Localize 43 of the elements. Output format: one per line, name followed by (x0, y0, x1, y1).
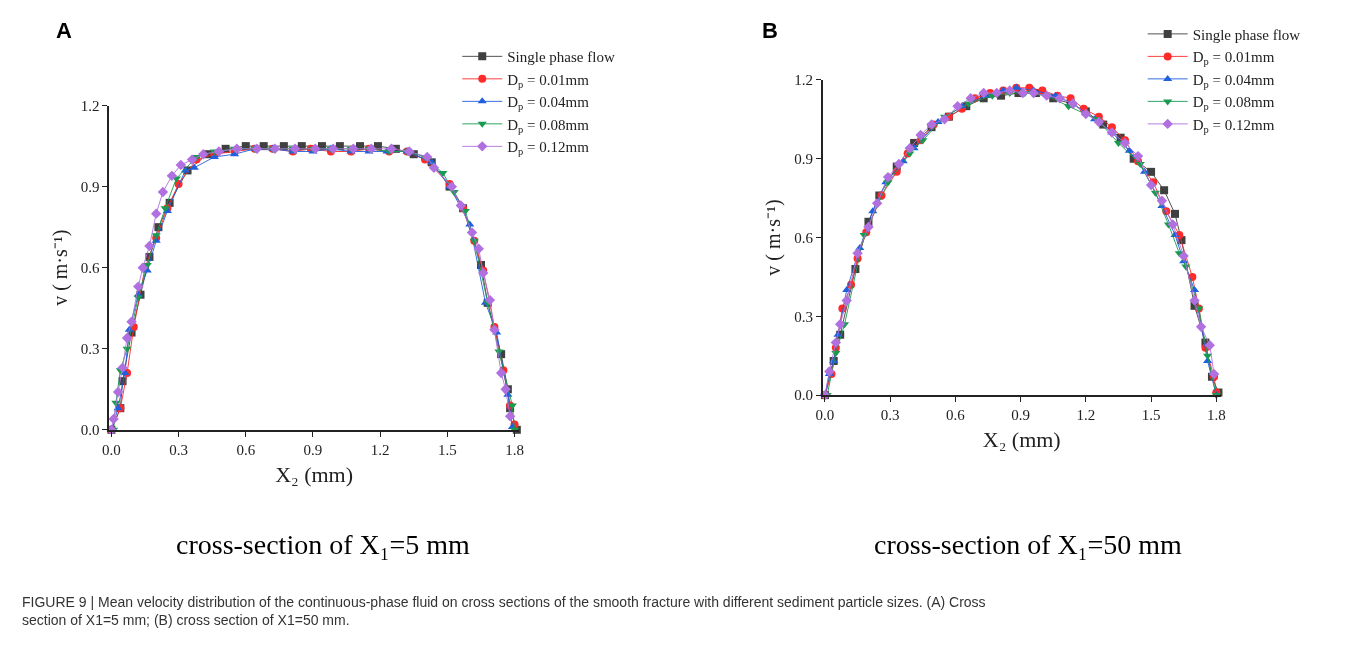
x-tick-label: 1.5 (438, 441, 457, 458)
chart-title: B (762, 18, 778, 43)
legend-label: Single phase flow (1192, 26, 1301, 43)
y-tick-label: 0.0 (794, 387, 814, 404)
y-tick-label: 0.9 (794, 150, 814, 167)
x-axis-title: X₂ (mm) (982, 427, 1061, 453)
legend-label: D$_{p}$ = 0.04mm (1192, 71, 1275, 90)
x-tick-label: 0.6 (946, 406, 966, 423)
y-tick-label: 0.9 (80, 178, 100, 195)
legend-label: D$_{p}$ = 0.01mm (507, 71, 590, 90)
x-tick-label: 1.2 (370, 441, 390, 458)
y-tick-label: 0.6 (794, 229, 814, 246)
y-axis-title: v ( m·s⁻¹) (48, 229, 72, 306)
x-tick-label: 0.0 (102, 441, 121, 458)
legend-label: D$_{p}$ = 0.12mm (1192, 116, 1275, 135)
y-tick-label: 0.0 (80, 422, 100, 439)
y-tick-label: 0.6 (80, 259, 100, 276)
y-tick-label: 1.2 (80, 97, 100, 114)
caption: FIGURE 9 | Mean velocity distribution of the continuous-phase fluid on cross sections of the smooth fracture with different sediment particle sizes. (A) Cross section of X1=5 mm; (B) cross section of X1=50 mm. (22, 594, 986, 629)
legend-label: Single phase flow (507, 49, 615, 66)
legend-label: D$_{p}$ = 0.08mm (507, 116, 590, 135)
y-tick-label: 0.3 (80, 340, 100, 357)
x-tick-label: 1.8 (505, 441, 524, 458)
chart-title: A (56, 18, 72, 43)
text: cross-section of X₁=50 mm (874, 529, 1183, 560)
text: cross-section of X₁=5 mm (176, 529, 471, 560)
y-tick-label: 0.3 (794, 308, 814, 325)
x-tick-label: 1.5 (1141, 406, 1161, 423)
x-tick-label: 0.3 (880, 406, 900, 423)
x-axis-title: X₂ (mm) (275, 461, 354, 487)
y-axis-title: v ( m·s⁻¹) (762, 199, 786, 276)
legend-label: D$_{p}$ = 0.01mm (1192, 49, 1275, 68)
legend-label: D$_{p}$ = 0.04mm (507, 94, 590, 113)
x-tick-label: 0.0 (815, 406, 835, 423)
legend-label: D$_{p}$ = 0.12mm (507, 139, 590, 158)
y-tick-label: 1.2 (794, 72, 814, 89)
x-tick-label: 0.9 (303, 441, 323, 458)
x-tick-label: 0.3 (169, 441, 188, 458)
x-tick-label: 0.6 (236, 441, 256, 458)
x-tick-label: 0.9 (1011, 406, 1031, 423)
x-tick-label: 1.8 (1206, 406, 1226, 423)
x-tick-label: 1.2 (1076, 406, 1096, 423)
legend-label: D$_{p}$ = 0.08mm (1192, 94, 1275, 113)
